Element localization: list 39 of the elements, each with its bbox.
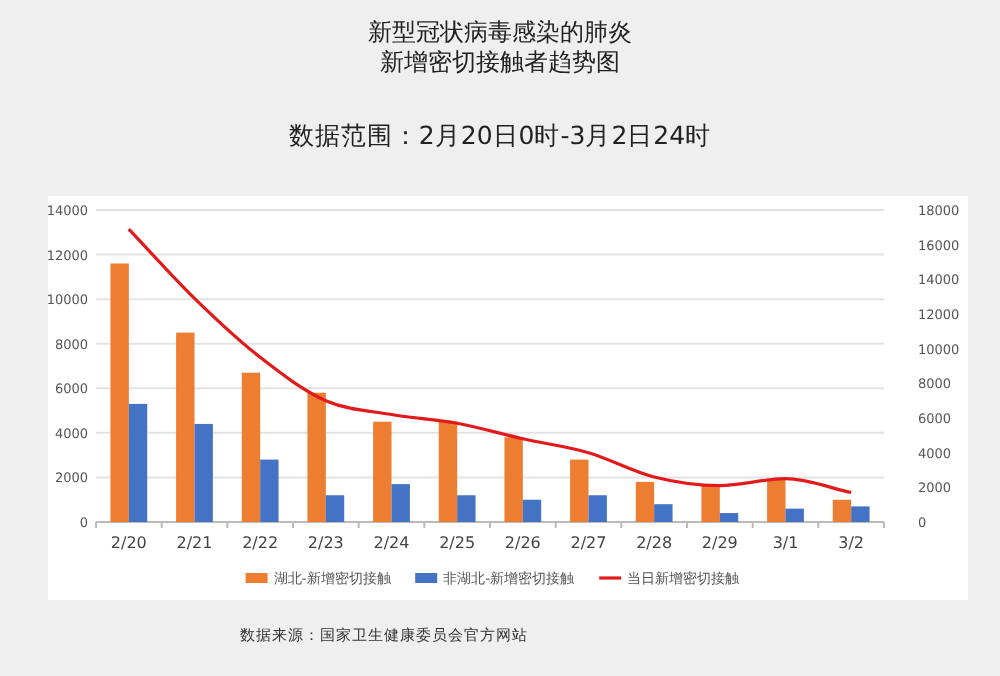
chart-subtitle: 数据范围：2月20日0时-3月2日24时 <box>288 120 712 150</box>
bar <box>654 504 673 522</box>
bar <box>719 513 739 522</box>
bar <box>635 481 655 522</box>
x-tick-label: 3/2 <box>838 534 865 552</box>
bar <box>325 495 345 522</box>
x-tick-label: 2/23 <box>307 534 344 552</box>
bar <box>701 484 720 522</box>
bar <box>522 499 542 522</box>
x-tick-label: 2/20 <box>110 534 147 552</box>
bar <box>194 423 213 522</box>
bar <box>391 484 410 522</box>
chart-title: 新型冠状病毒感染的肺炎新增密切接触者趋势图 <box>368 18 632 76</box>
bar <box>832 499 852 522</box>
x-tick-label: 2/26 <box>504 534 541 552</box>
bar <box>457 495 476 522</box>
bar <box>570 459 589 522</box>
bar <box>176 332 195 522</box>
x-tick-label: 2/29 <box>701 534 738 552</box>
bar <box>851 506 870 522</box>
x-tick-label: 2/27 <box>570 534 607 552</box>
x-tick-label: 3/1 <box>772 534 799 552</box>
bar <box>438 421 458 522</box>
x-tick-label: 2/25 <box>439 534 476 552</box>
bar <box>241 372 261 522</box>
bar <box>373 421 392 522</box>
bar <box>260 459 279 522</box>
bar <box>588 495 607 522</box>
bar <box>504 437 523 522</box>
bar <box>307 392 326 522</box>
x-tick-label: 2/21 <box>176 534 213 552</box>
bar <box>785 508 804 522</box>
bar <box>767 479 786 522</box>
x-tick-label: 2/28 <box>636 534 673 552</box>
x-tick-label: 2/24 <box>373 534 410 552</box>
x-tick-label: 2/22 <box>242 534 279 552</box>
bar <box>128 403 148 522</box>
bar <box>110 263 129 522</box>
line-series <box>127 227 853 495</box>
